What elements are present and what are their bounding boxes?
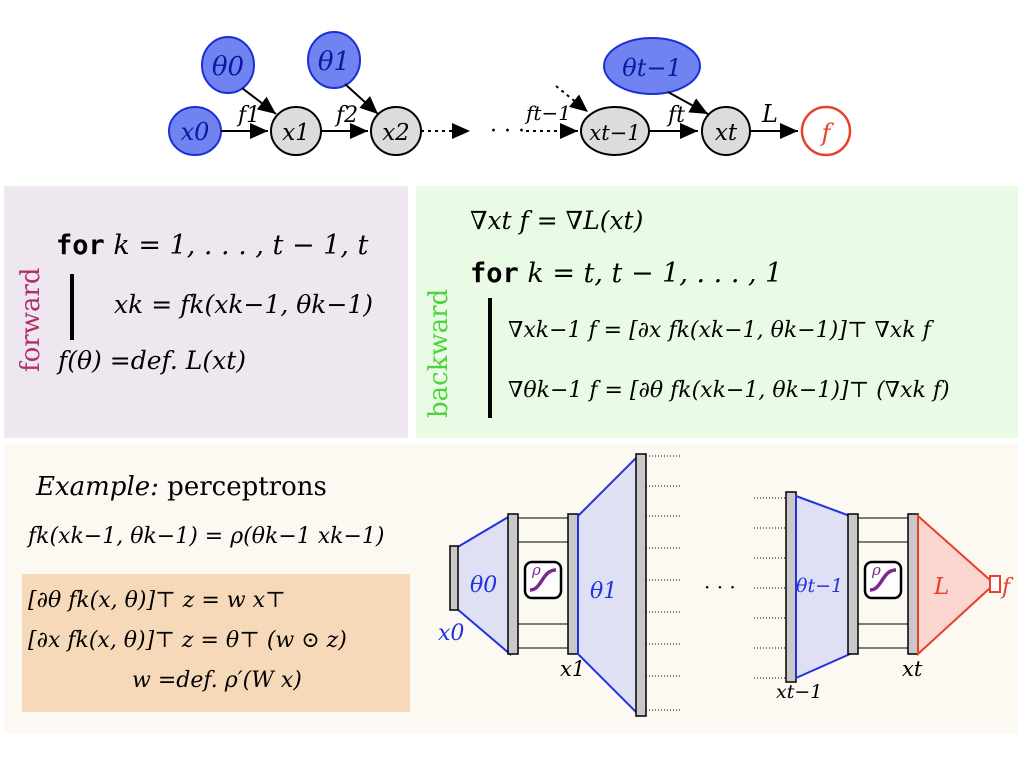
svg-text:θ1: θ1 bbox=[318, 47, 350, 77]
backward-body-x: ∇xk−1 f = [∂x fk(xk−1, θk−1)]⊤ ∇xk f bbox=[508, 318, 931, 343]
wide-layer-bar bbox=[635, 453, 647, 717]
output-f-box bbox=[989, 575, 1001, 593]
label-f: f bbox=[1000, 575, 1014, 600]
edge-theta1-x2 bbox=[344, 83, 379, 115]
label-L: L bbox=[933, 574, 949, 600]
x-node-t-minus-1: xt−1 bbox=[580, 106, 650, 156]
activation-bar-xt bbox=[907, 513, 919, 655]
rho-label-1: ρ bbox=[531, 561, 541, 579]
edge-label-f1: f1 bbox=[236, 103, 260, 128]
backward-for-keyword: for bbox=[470, 258, 519, 289]
example-title-italic: Example: bbox=[36, 472, 159, 502]
svg-text:x1: x1 bbox=[282, 120, 310, 146]
grad-theta-formula: [∂θ fk(x, θ)]⊤ z = w x⊤ bbox=[28, 588, 286, 613]
gradient-formulas-box: [∂θ fk(x, θ)]⊤ z = w x⊤ [∂x fk(x, θ)]⊤ z… bbox=[22, 574, 410, 712]
example-definition: fk(xk−1, θk−1) = ρ(θk−1 xk−1) bbox=[28, 524, 385, 549]
forward-side-label: forward bbox=[16, 267, 46, 372]
perceptron-network-diagram: ρ · · · ρ bbox=[438, 453, 1014, 717]
edge-label-f2: f2 bbox=[334, 103, 358, 128]
forward-loop-range: k = 1, . . . , t − 1, t bbox=[113, 230, 369, 261]
backward-side-label: backward bbox=[424, 288, 454, 418]
activation-bar-x1 bbox=[567, 513, 579, 655]
backward-loop-range: k = t, t − 1, . . . , 1 bbox=[527, 258, 783, 289]
rho-label-t: ρ bbox=[871, 561, 881, 579]
input-bar-x0 bbox=[449, 545, 459, 611]
edge-label-L: L bbox=[761, 100, 778, 128]
backward-panel: backward ∇xt f = ∇L(xt) for k = t, t − 1… bbox=[416, 186, 1018, 438]
label-x0: x0 bbox=[438, 621, 464, 646]
x-node-2: x2 bbox=[370, 106, 422, 156]
forward-loop-bar bbox=[70, 274, 74, 340]
edge-label-ft: ft bbox=[666, 103, 685, 128]
backward-loop-line: for k = t, t − 1, . . . , 1 bbox=[470, 258, 782, 289]
forward-result: f(θ) =def. L(xt) bbox=[58, 346, 247, 375]
theta-node-t-minus-1: θt−1 bbox=[603, 37, 701, 95]
x-node-1: x1 bbox=[270, 106, 322, 156]
backward-init: ∇xt f = ∇L(xt) bbox=[470, 206, 644, 235]
activation-bar-xt1 bbox=[785, 491, 797, 683]
theta-node-0: θ0 bbox=[201, 36, 255, 94]
edge-theta0-x1 bbox=[241, 87, 277, 115]
label-thetat1: θt−1 bbox=[796, 575, 843, 597]
forward-loop-line: for k = 1, . . . , t − 1, t bbox=[56, 230, 368, 261]
edge-thetat1-xt bbox=[667, 91, 709, 115]
forward-loop-body: xk = fk(xk−1, θk−1) bbox=[114, 290, 374, 319]
grad-x-formula: [∂x fk(x, θ)]⊤ z = θ⊤ (w ⊙ z) bbox=[28, 628, 347, 653]
theta-node-1: θ1 bbox=[307, 31, 361, 89]
loss-triangle bbox=[917, 513, 991, 657]
backward-body-theta: ∇θk−1 f = [∂θ fk(xk−1, θk−1)]⊤ (∇xk f) bbox=[508, 378, 950, 403]
x-node-t: xt bbox=[701, 106, 751, 156]
graph-ellipsis: · · · bbox=[490, 119, 525, 144]
forward-for-keyword: for bbox=[56, 230, 105, 261]
example-panel: Example: perceptrons fk(xk−1, θk−1) = ρ(… bbox=[4, 444, 1018, 734]
example-title-rest: perceptrons bbox=[167, 472, 327, 502]
computation-graph: θ0 θ1 θt−1 x0 x1 x2 xt−1 xt f · · · bbox=[168, 31, 852, 157]
pre-activation-bar-t bbox=[847, 513, 859, 655]
output-node-f: f bbox=[800, 105, 852, 157]
label-theta0: θ0 bbox=[470, 573, 497, 598]
svg-text:x2: x2 bbox=[382, 120, 410, 146]
x-node-0: x0 bbox=[168, 106, 222, 156]
w-definition: w =def. ρ′(W x) bbox=[132, 668, 302, 693]
label-xt: xt bbox=[902, 657, 923, 681]
label-xt1: xt−1 bbox=[776, 681, 822, 703]
svg-text:xt: xt bbox=[715, 120, 738, 146]
svg-text:θt−1: θt−1 bbox=[622, 54, 681, 82]
svg-text:θ0: θ0 bbox=[212, 52, 244, 82]
network-ellipsis: · · · bbox=[704, 575, 736, 599]
label-x1: x1 bbox=[560, 657, 585, 681]
svg-text:x0: x0 bbox=[181, 118, 210, 146]
backward-loop-bar bbox=[488, 298, 492, 418]
svg-text:xt−1: xt−1 bbox=[589, 121, 640, 145]
example-title: Example: perceptrons bbox=[36, 472, 327, 502]
edge-label-ft1: ft−1 bbox=[524, 101, 571, 125]
label-theta1: θ1 bbox=[590, 579, 617, 604]
forward-panel: forward for k = 1, . . . , t − 1, t xk =… bbox=[4, 186, 408, 438]
pre-activation-bar-1 bbox=[507, 513, 519, 655]
